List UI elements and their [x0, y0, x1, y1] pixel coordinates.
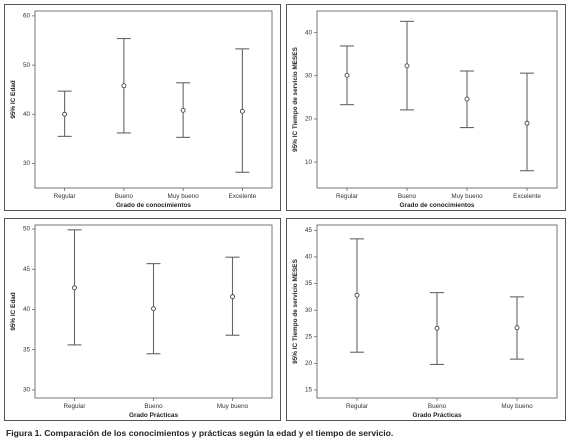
- y-tick-label: 45: [305, 227, 313, 234]
- chart-tiempo-conocimientos: 10 20 30 40 95% IC Tiempo de servicio MESES R…: [286, 4, 566, 211]
- y-axis-label: 95% IC Edad: [10, 292, 17, 330]
- x-axis-label: Grado Prácticas: [412, 412, 461, 419]
- y-tick-label: 35: [23, 346, 31, 353]
- y-tick-label: 50: [23, 226, 31, 233]
- x-axis-label: Grado de conocimientos: [400, 202, 475, 209]
- x-tick-label: Bueno: [115, 193, 134, 200]
- mean-point-2: [180, 107, 186, 113]
- y-tick-label: 60: [23, 13, 31, 20]
- x-tick-label: Bueno: [428, 403, 447, 410]
- y-tick-label: 10: [305, 159, 313, 166]
- x-tick-label: Muy bueno: [451, 193, 483, 200]
- mean-point-2: [514, 325, 520, 331]
- x-axis-label: Grado Prácticas: [129, 412, 178, 419]
- y-tick-label: 45: [23, 266, 31, 273]
- mean-point-1: [121, 83, 127, 89]
- x-tick-label: Bueno: [398, 193, 417, 200]
- y-tick-label: 40: [23, 306, 31, 313]
- x-tick-label: Regular: [54, 193, 76, 200]
- mean-point-1: [434, 325, 440, 331]
- y-tick-label: 40: [23, 111, 31, 118]
- mean-point-0: [344, 72, 350, 78]
- mean-point-0: [354, 292, 360, 298]
- y-tick-label: 15: [305, 387, 313, 394]
- chart-svg: 30 40 50 60 95% IC Edad Regular Bueno Muy bueno…: [10, 10, 273, 209]
- x-tick-label: Muy bueno: [217, 403, 249, 410]
- mean-point-2: [230, 294, 235, 300]
- y-axis-label: 95% IC Tiempo de servicio MESES: [292, 46, 299, 151]
- y-tick-label: 30: [23, 387, 31, 394]
- y-tick-label: 40: [305, 29, 313, 36]
- y-axis-label: 95% IC Tiempo de servicio MESES: [292, 258, 299, 363]
- y-axis-label: 95% IC Edad: [10, 80, 17, 118]
- chart-svg: 30 35 40 45 50 95% IC Edad Regular Bueno Muy bue…: [10, 224, 273, 419]
- chart-svg: 10 20 30 40 95% IC Tiempo de servicio MESES R…: [292, 10, 558, 209]
- x-tick-label: Regular: [336, 193, 358, 200]
- x-axis-label: Grado de conocimientos: [116, 202, 191, 209]
- plot-area: [34, 10, 273, 189]
- mean-point-0: [72, 285, 77, 291]
- y-tick-label: 30: [305, 72, 313, 79]
- mean-point-3: [239, 108, 245, 114]
- y-tick-label: 50: [23, 62, 31, 69]
- chart-svg: 15 20 25 30 35 40 45 95% IC Tiempo de servicio …: [292, 224, 558, 419]
- y-tick-label: 20: [305, 360, 313, 367]
- mean-point-1: [151, 306, 156, 312]
- x-tick-label: Regular: [346, 403, 368, 410]
- mean-point-1: [404, 63, 410, 69]
- mean-point-2: [464, 96, 470, 102]
- y-tick-label: 20: [305, 116, 313, 123]
- x-tick-label: Regular: [63, 403, 85, 410]
- x-tick-label: Muy bueno: [501, 403, 533, 410]
- chart-edad-conocimientos: 30 40 50 60 95% IC Edad Regular Bueno Muy bueno…: [4, 4, 281, 211]
- y-tick-label: 30: [23, 160, 31, 167]
- figure-caption: Figura 1. Comparación de los conocimient…: [6, 428, 394, 438]
- chart-edad-practicas: 30 35 40 45 50 95% IC Edad Regular Bueno Muy bue…: [4, 218, 281, 421]
- mean-point-3: [524, 120, 530, 126]
- x-tick-label: Excelente: [229, 193, 257, 200]
- plot-area: [316, 10, 558, 189]
- y-tick-label: 30: [305, 307, 313, 314]
- y-tick-label: 35: [305, 280, 313, 287]
- x-tick-label: Muy bueno: [168, 193, 200, 200]
- mean-point-0: [62, 111, 68, 117]
- x-tick-label: Bueno: [144, 403, 163, 410]
- x-tick-label: Excelente: [513, 193, 541, 200]
- y-tick-label: 25: [305, 333, 313, 340]
- y-tick-label: 40: [305, 254, 313, 261]
- chart-tiempo-practicas: 15 20 25 30 35 40 45 95% IC Tiempo de servicio …: [286, 218, 566, 421]
